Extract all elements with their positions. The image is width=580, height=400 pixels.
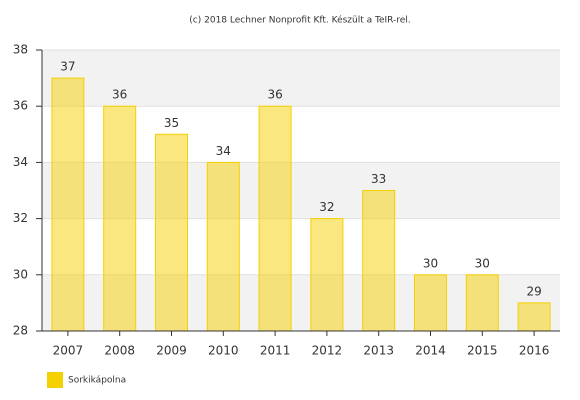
legend-label: Sorkikápolna <box>68 376 126 386</box>
x-tick-label: 2011 <box>260 344 291 358</box>
bar <box>206 161 240 332</box>
legend-swatch <box>47 372 63 388</box>
bar <box>465 274 499 332</box>
data-label: 32 <box>319 200 334 214</box>
bar <box>517 302 551 332</box>
x-tick-label: 2013 <box>363 344 394 358</box>
data-label: 29 <box>526 284 541 298</box>
x-tick-label: 2014 <box>415 344 446 358</box>
bar <box>258 105 292 332</box>
data-label: 36 <box>112 88 127 102</box>
x-tick-label: 2009 <box>156 344 187 358</box>
data-label: 30 <box>475 256 490 270</box>
y-tick-label: 36 <box>13 99 28 113</box>
chart-title: (c) 2018 Lechner Nonprofit Kft. Készült … <box>189 15 410 26</box>
data-label: 37 <box>60 60 75 74</box>
x-tick-label: 2016 <box>519 344 550 358</box>
x-tick-label: 2010 <box>208 344 239 358</box>
x-tick-label: 2007 <box>53 344 84 358</box>
bar <box>51 77 85 332</box>
data-label: 34 <box>216 144 231 158</box>
y-tick-label: 34 <box>13 155 28 169</box>
data-label: 35 <box>164 116 179 130</box>
data-label: 33 <box>371 172 386 186</box>
x-tick-label: 2008 <box>104 344 135 358</box>
bar <box>155 133 188 332</box>
y-tick-label: 28 <box>13 324 28 338</box>
data-label: 30 <box>423 256 438 270</box>
bar <box>414 274 447 332</box>
bar <box>310 218 344 332</box>
grid-band <box>42 50 560 107</box>
bar <box>362 190 396 332</box>
y-tick-label: 30 <box>13 267 28 281</box>
y-tick-label: 38 <box>13 43 28 57</box>
x-tick-label: 2015 <box>467 344 498 358</box>
data-label: 36 <box>267 88 282 102</box>
x-tick-label: 2012 <box>312 344 343 358</box>
y-tick-label: 32 <box>13 211 28 225</box>
bar <box>103 105 137 332</box>
